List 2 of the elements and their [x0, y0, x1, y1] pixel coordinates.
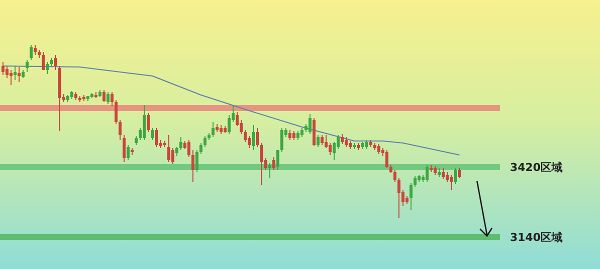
- ref-line-label: 3140区域: [510, 231, 563, 244]
- ref-line-label: 3420区域: [510, 161, 563, 174]
